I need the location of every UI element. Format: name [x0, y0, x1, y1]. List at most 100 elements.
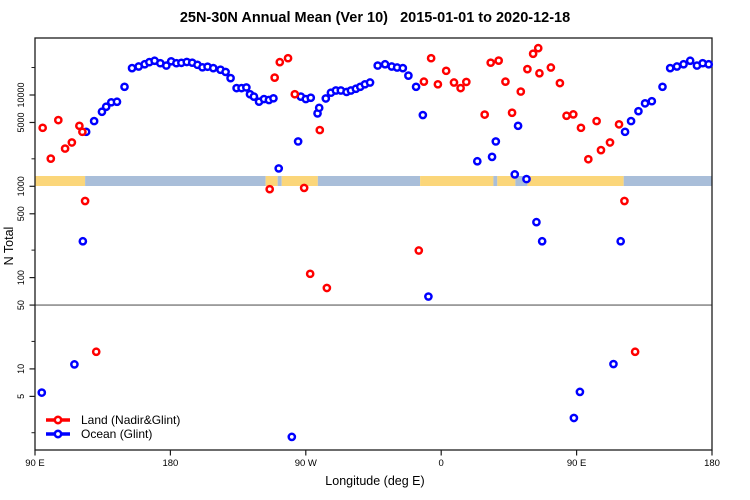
data-point: [419, 77, 429, 87]
data-point: [441, 66, 451, 76]
data-point: [491, 137, 501, 146]
y-tick-label: 10000: [16, 82, 26, 107]
x-tick-label: 180: [704, 458, 720, 469]
data-point: [486, 58, 496, 68]
surface-band-ocean: [493, 176, 498, 186]
data-point: [269, 93, 278, 103]
data-point: [270, 73, 280, 82]
data-point: [679, 59, 688, 69]
data-point: [321, 94, 331, 103]
data-point: [640, 99, 650, 108]
data-point: [411, 82, 421, 92]
y-tick-label: 500: [16, 206, 26, 221]
data-point: [507, 108, 517, 118]
chart-title: 25N-30N Annual Mean (Ver 10) 2015-01-01 …: [179, 10, 571, 26]
data-point: [630, 347, 640, 357]
y-tick-label: 5: [16, 394, 26, 399]
y-tick-label: 100: [16, 270, 26, 285]
data-point: [583, 154, 593, 164]
x-tick-label: 180: [162, 458, 178, 469]
data-point: [70, 360, 79, 369]
data-point: [404, 71, 413, 80]
data-point: [501, 77, 510, 87]
data-point: [569, 413, 579, 423]
data-point: [672, 62, 682, 71]
data-point: [287, 432, 297, 442]
data-point: [634, 106, 643, 116]
data-point: [513, 121, 523, 131]
data-point: [620, 127, 630, 137]
data-point: [433, 79, 443, 89]
x-tick-label: 90 E: [567, 458, 587, 469]
data-point: [494, 56, 504, 65]
data-point: [306, 93, 316, 103]
data-point: [658, 82, 667, 92]
data-point: [605, 138, 615, 147]
data-point: [265, 184, 275, 194]
data-point: [226, 73, 235, 83]
data-point: [299, 183, 309, 193]
data-point: [449, 78, 459, 87]
data-point: [398, 63, 408, 73]
data-point: [101, 102, 111, 112]
data-point: [685, 56, 695, 66]
data-point: [80, 196, 90, 206]
data-point: [609, 359, 618, 369]
data-point: [283, 53, 293, 63]
data-point: [314, 103, 324, 113]
data-point: [487, 152, 497, 162]
ocean-series-marker-icon: [46, 428, 70, 439]
data-point: [665, 63, 675, 73]
legend: Land (Nadir&Glint) Ocean (Glint): [44, 413, 180, 441]
data-point: [315, 125, 325, 135]
data-point: [535, 68, 544, 78]
legend-item-ocean: Ocean (Glint): [44, 427, 180, 441]
data-point: [414, 246, 424, 255]
y-tick-label: 1000: [16, 176, 26, 196]
x-tick-label: 0: [439, 458, 444, 469]
data-point: [89, 116, 99, 126]
data-point: [221, 67, 230, 77]
surface-band-land: [35, 176, 86, 186]
x-tick-label: 90 E: [25, 458, 45, 469]
data-point: [46, 154, 56, 163]
data-point: [480, 110, 490, 119]
data-point: [380, 59, 390, 69]
surface-band-land: [527, 176, 624, 186]
data-point: [562, 111, 571, 121]
y-axis-title: N Total: [2, 226, 16, 266]
x-tick-label: 90 W: [295, 458, 317, 469]
y-tick-label: 50: [16, 300, 26, 310]
data-point: [533, 43, 543, 53]
data-point: [275, 57, 285, 67]
data-point: [614, 120, 624, 129]
data-point: [472, 156, 482, 166]
y-tick-label: 5000: [16, 112, 26, 132]
surface-band-land: [265, 176, 278, 186]
land-series-marker-icon: [46, 414, 70, 425]
data-point: [596, 145, 606, 155]
data-point: [78, 127, 87, 137]
data-point: [373, 61, 383, 70]
legend-item-land: Land (Nadir&Glint): [44, 413, 180, 427]
data-point: [528, 49, 538, 59]
data-point: [704, 59, 714, 69]
data-point: [616, 236, 626, 246]
data-point: [592, 116, 601, 126]
surface-band-ocean: [515, 176, 528, 186]
data-point: [293, 137, 303, 146]
data-point: [242, 83, 251, 92]
surface-band-ocean: [85, 176, 266, 186]
data-point: [91, 347, 101, 357]
data-point: [60, 144, 70, 153]
data-point: [365, 78, 375, 87]
data-point: [37, 388, 47, 397]
data-point: [456, 83, 465, 93]
data-point: [274, 164, 284, 173]
surface-band-ocean: [623, 176, 712, 186]
data-point: [532, 217, 541, 227]
surface-band-land: [281, 176, 318, 186]
data-point: [522, 174, 531, 184]
data-point: [510, 170, 520, 179]
